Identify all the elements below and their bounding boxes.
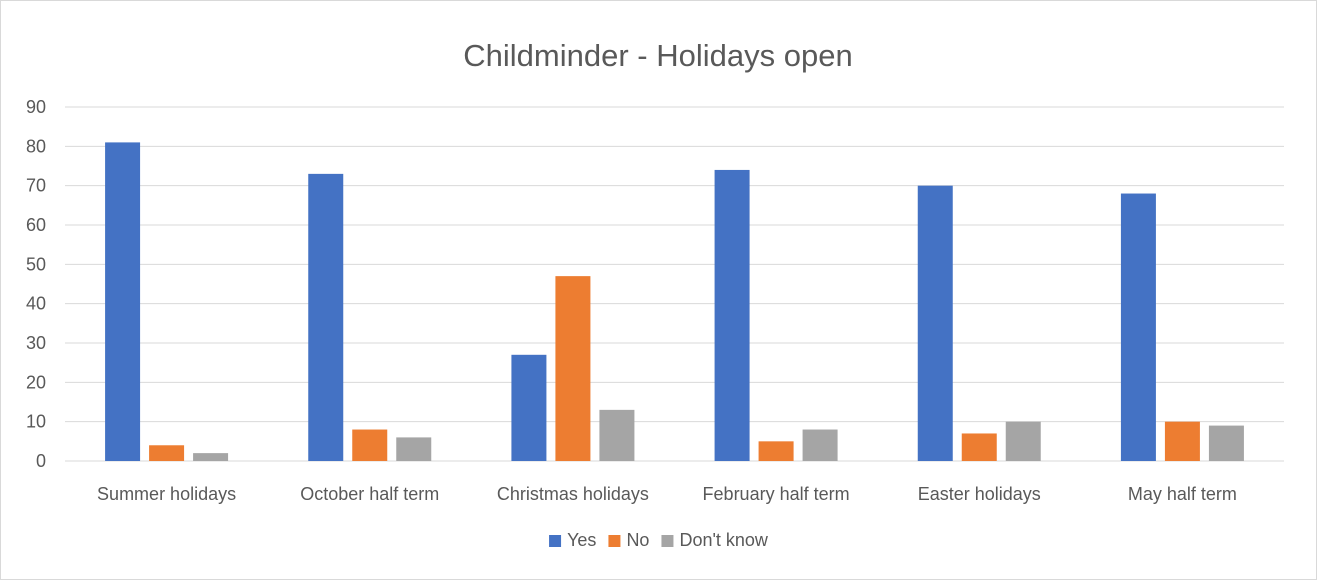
legend: Yes No Don't know [549, 530, 769, 550]
gridlines [65, 106, 1284, 462]
y-tick-label: 30 [26, 333, 46, 353]
bar-no [555, 276, 591, 461]
bar-no [352, 429, 388, 461]
bars [105, 142, 1244, 462]
y-tick-label: 10 [26, 412, 46, 432]
bar-yes [105, 142, 141, 461]
legend-swatch [549, 535, 562, 547]
bar-yes [714, 169, 750, 461]
y-tick-label: 40 [26, 294, 46, 314]
x-category-label: May half term [1128, 484, 1237, 504]
bar-yes [511, 354, 547, 461]
x-category-label: Summer holidays [97, 484, 236, 504]
x-axis-categories: Summer holidays October half term Christma… [97, 484, 1237, 504]
y-tick-label: 90 [26, 97, 46, 117]
y-axis-ticks: 0 10 20 30 40 50 60 70 80 90 [26, 97, 46, 471]
bar-don-t-know [599, 409, 635, 461]
bar-no [1164, 421, 1200, 461]
bar-no [149, 445, 185, 461]
y-tick-label: 80 [26, 136, 46, 156]
bar-no [961, 433, 997, 461]
y-tick-label: 0 [36, 451, 46, 471]
y-tick-label: 70 [26, 176, 46, 196]
bar-no [758, 441, 794, 461]
bar-don-t-know [802, 429, 838, 461]
legend-label: Yes [567, 530, 596, 550]
bar-yes [917, 185, 953, 461]
legend-label: Don't know [679, 530, 768, 550]
bar-don-t-know [396, 437, 432, 461]
y-tick-label: 60 [26, 215, 46, 235]
y-tick-label: 50 [26, 254, 46, 274]
legend-label: No [626, 530, 649, 550]
chart-title: Childminder - Holidays open [463, 38, 852, 73]
bar-don-t-know [1005, 421, 1041, 461]
x-category-label: October half term [300, 484, 439, 504]
x-category-label: Easter holidays [918, 484, 1041, 504]
x-category-label: February half term [703, 484, 850, 504]
bar-yes [308, 173, 344, 461]
bar-yes [1120, 193, 1156, 462]
bar-don-t-know [193, 453, 229, 461]
bar-don-t-know [1208, 425, 1244, 461]
y-tick-label: 20 [26, 372, 46, 392]
x-category-label: Christmas holidays [497, 484, 649, 504]
legend-swatch [661, 535, 674, 547]
legend-swatch [608, 535, 621, 547]
